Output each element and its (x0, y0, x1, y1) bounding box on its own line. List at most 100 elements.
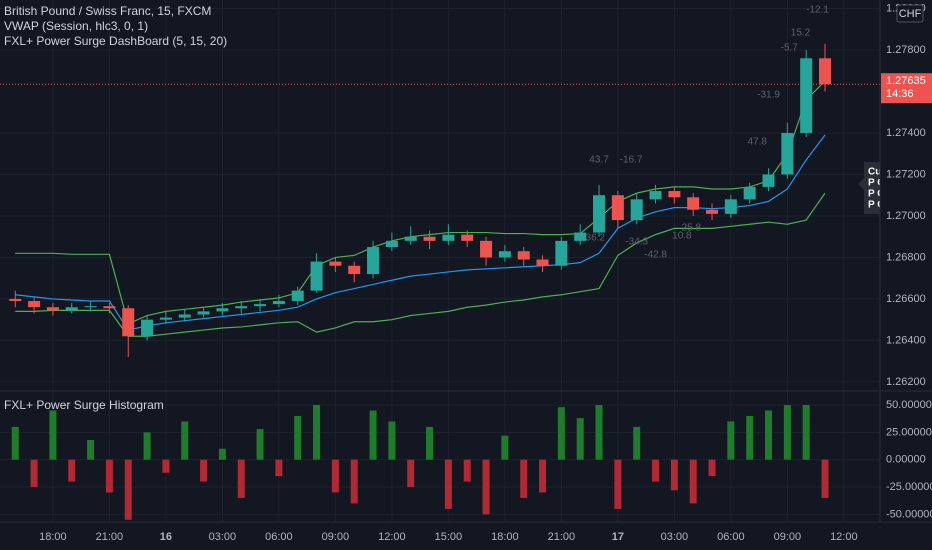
candle-body (84, 306, 97, 308)
y-tick-label: 1.27000 (886, 210, 926, 222)
y-tick-label: 1.26800 (886, 251, 926, 263)
legend-line: FXL+ Power Surge DashBoard (5, 15, 20) (4, 34, 227, 48)
candle-body (706, 209, 719, 214)
x-tick-label: 16 (160, 531, 172, 543)
x-tick-label: 17 (612, 531, 624, 543)
histogram-bar (746, 415, 754, 460)
axes: 18:00 21:00 16 03:00 06:00 09:00 12:00 15:00 18:… (39, 2, 932, 542)
histogram-bar (539, 459, 547, 493)
candle-body (423, 236, 436, 241)
candle-body (800, 58, 813, 133)
histogram-title: FXL+ Power Surge Histogram (4, 398, 164, 412)
y-tick-label: 1.26400 (886, 334, 926, 346)
annotation: 43.7 (589, 155, 609, 166)
candle-body (122, 308, 135, 337)
histogram-bar (765, 410, 773, 460)
histogram-bar (87, 440, 95, 460)
histogram-bar (162, 459, 170, 473)
candle-body (216, 308, 229, 312)
histogram-bar (294, 415, 302, 460)
annotation: -16.7 (620, 155, 643, 166)
dashboard-text: Curr (868, 167, 889, 178)
candle-body (9, 298, 22, 302)
currency: CHF (899, 8, 922, 20)
x-tick-label: 12:00 (378, 531, 406, 543)
candle-body (555, 240, 568, 266)
histogram-bar (783, 405, 791, 460)
candle-body (480, 240, 493, 258)
x-tick-label: 06:00 (717, 531, 745, 543)
y-tick-label: 1.26200 (886, 376, 926, 388)
price-label-box (881, 73, 932, 104)
x-tick-label: 09:00 (322, 531, 350, 543)
candle-body (461, 234, 474, 241)
y-tick-label: 0.00000 (886, 454, 926, 466)
histogram-bar (218, 448, 226, 460)
annotation: 36.2 (586, 233, 606, 244)
histogram-pane (11, 405, 829, 520)
histogram-bar (520, 459, 528, 498)
histogram-bar (350, 459, 358, 504)
histogram-bar (802, 405, 810, 460)
x-tick-label: 12:00 (830, 531, 858, 543)
y-tick-label: 1.27400 (886, 127, 926, 139)
legend-line: VWAP (Session, hlc3, 0, 1) (4, 19, 148, 33)
annotation: 47.8 (747, 137, 767, 148)
candle-body (442, 234, 455, 241)
histogram-bar (444, 459, 452, 509)
histogram-bar (68, 459, 76, 482)
histogram-bar (727, 421, 735, 460)
annotation: -12.1 (806, 5, 829, 16)
candle-body (687, 197, 700, 210)
histogram-bar (501, 435, 509, 460)
x-tick-label: 18:00 (39, 531, 67, 543)
candle-body (404, 236, 417, 241)
annotation: 15.2 (791, 28, 811, 39)
candle-body (235, 306, 248, 309)
histogram-bar (181, 421, 189, 460)
histogram-bar (689, 459, 697, 504)
annotation: -34.3 (625, 237, 648, 248)
histogram-bar (256, 429, 264, 460)
candle-body (272, 301, 285, 305)
candle-body (254, 304, 267, 307)
x-tick-label: 21:00 (548, 531, 576, 543)
x-tick-label: 09:00 (774, 531, 802, 543)
candle-body (498, 251, 511, 258)
y-tick-label: 50.00000 (886, 399, 932, 411)
candle-body (291, 290, 304, 302)
histogram-bar (313, 405, 321, 460)
histogram-bar (652, 459, 660, 482)
vwap-line (15, 80, 826, 325)
candle-body (574, 232, 587, 241)
y-tick-label: 1.27800 (886, 44, 926, 56)
candle-body (668, 191, 681, 198)
histogram-bar (708, 459, 716, 477)
histogram-bar (821, 459, 829, 498)
x-tick-label: 03:00 (661, 531, 689, 543)
x-tick-label: 03:00 (209, 531, 237, 543)
y-tick-label: -50.00000 (886, 508, 932, 520)
currency-box (896, 4, 924, 23)
histogram-bar (237, 459, 245, 498)
histogram-bar (407, 459, 415, 488)
histogram-bar (614, 459, 622, 509)
candle-body (141, 319, 154, 337)
candle-body (65, 307, 78, 311)
candle-body (197, 311, 210, 315)
annotation: -31.9 (757, 90, 780, 101)
candle-body (385, 240, 398, 248)
y-tick-label: 1.26600 (886, 293, 926, 305)
candle-body (103, 306, 116, 309)
dashboard-text: P Ca (868, 200, 890, 211)
y-tick-label: -25.00000 (886, 481, 932, 493)
candle-body (28, 301, 41, 308)
dashboard-text: P Ca (868, 178, 890, 189)
histogram-bar (426, 426, 434, 460)
histogram-bar (633, 426, 641, 460)
symbol-title: British Pound / Swiss Franc, 15, FXCM (4, 4, 211, 18)
histogram-bar (105, 459, 113, 493)
price-pane: -12.1 15.2 -5.7 -31.9 47.8 43.7 -16.7 -34.3 -42.… (0, 5, 890, 358)
candle-body (536, 259, 549, 266)
